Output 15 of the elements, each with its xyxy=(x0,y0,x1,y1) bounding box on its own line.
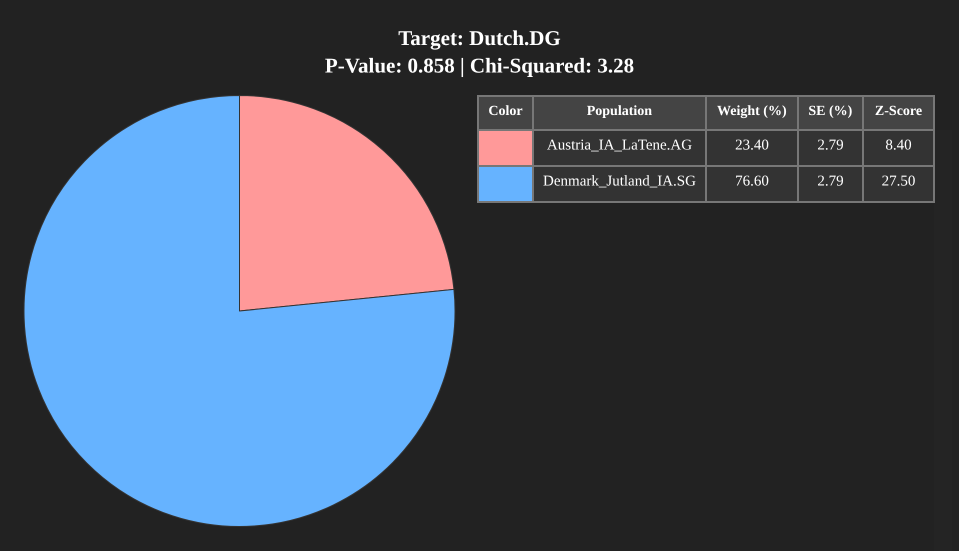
legend-label: Austria_IA_LaTene.AG xyxy=(546,137,692,154)
category-label: Z-Score xyxy=(874,104,922,119)
legend-label: Denmark_Jutland_IA.SG xyxy=(543,173,696,190)
category-label: SE (%) xyxy=(808,104,853,119)
chart-title: Target: Dutch.DG P-Value: 0.858 | Chi-Squared: 3.28 xyxy=(324,26,634,78)
category-label: Color xyxy=(488,104,523,119)
text: 2.79 xyxy=(817,137,844,154)
text: 76.60 xyxy=(735,173,769,190)
text: 27.50 xyxy=(882,173,916,190)
text: 23.40 xyxy=(735,137,769,154)
category-label: Population xyxy=(586,104,652,119)
text: 2.79 xyxy=(817,173,844,190)
text: 8.40 xyxy=(885,137,912,154)
pie-slice xyxy=(24,95,456,527)
category-label: Weight (%) xyxy=(717,104,787,119)
